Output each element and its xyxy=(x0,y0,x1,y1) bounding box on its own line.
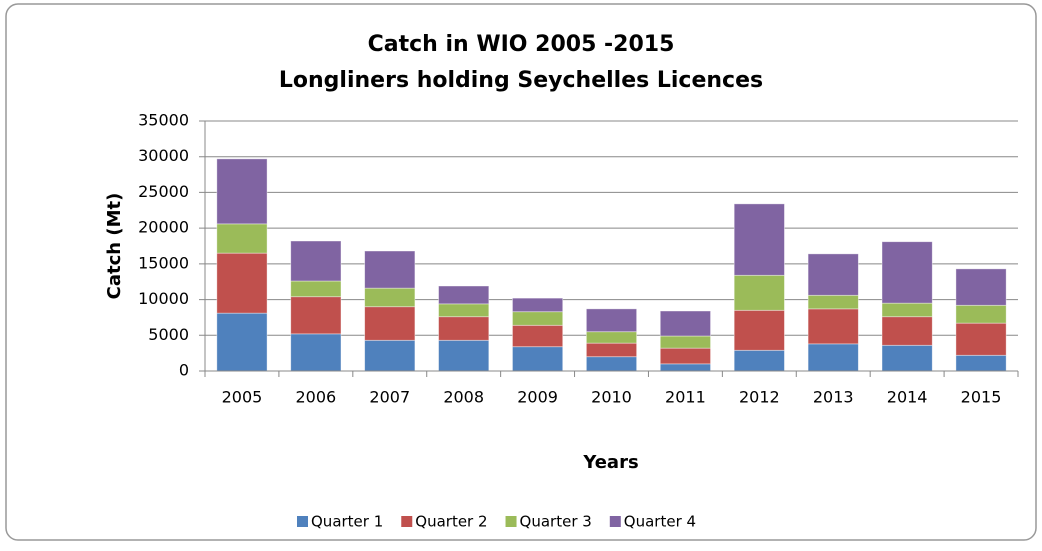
x-tick-label: 2011 xyxy=(665,388,706,407)
bar-segment xyxy=(881,302,933,318)
x-tick-label: 2006 xyxy=(296,388,337,407)
bar-segment xyxy=(807,308,859,345)
y-tick-label: 0 xyxy=(179,361,189,380)
x-tick-label: 2009 xyxy=(517,388,558,407)
y-tick-label: 15000 xyxy=(138,253,189,272)
x-tick-label: 2014 xyxy=(887,388,928,407)
x-tick-label: 2010 xyxy=(591,388,632,407)
bar-segment xyxy=(733,274,785,311)
bar-segment xyxy=(512,346,564,372)
bar-segment xyxy=(659,310,711,337)
bar-segment xyxy=(585,331,638,344)
y-tick-label: 5000 xyxy=(148,325,189,344)
bar-segment xyxy=(955,268,1007,306)
bar-segment xyxy=(733,349,785,372)
bar-segment xyxy=(216,158,268,225)
bar-segment xyxy=(216,312,268,372)
y-tick-label: 35000 xyxy=(138,111,189,130)
bar-segment xyxy=(438,339,490,372)
bar-segment xyxy=(881,344,933,372)
legend-swatch xyxy=(297,516,308,527)
bar-segment xyxy=(290,296,342,335)
bar-segment xyxy=(512,297,564,313)
bar-segment xyxy=(659,363,711,372)
legend-label: Quarter 1 xyxy=(311,513,383,531)
bar-segment xyxy=(364,287,416,308)
y-tick-label: 10000 xyxy=(138,289,189,308)
x-tick-label: 2008 xyxy=(443,388,484,407)
y-tick-label: 25000 xyxy=(138,182,189,201)
chart-subtitle: Longliners holding Seychelles Licences xyxy=(279,68,763,93)
chart-title: Catch in WIO 2005 -2015 xyxy=(368,32,675,57)
bar-segment xyxy=(364,306,416,341)
bar-segment xyxy=(881,316,933,346)
legend-swatch xyxy=(401,516,413,527)
bar-segment xyxy=(585,356,638,372)
bar-segment xyxy=(955,304,1007,324)
x-tick-label: 2012 xyxy=(739,388,780,407)
bar-segment xyxy=(955,354,1007,372)
bar-segment xyxy=(807,253,859,296)
legend-label: Quarter 3 xyxy=(520,513,592,531)
legend-label: Quarter 4 xyxy=(624,513,696,531)
bar-segment xyxy=(659,335,711,349)
bar-segment xyxy=(290,280,342,298)
legend-swatch xyxy=(609,516,621,527)
bar-segment xyxy=(807,343,859,372)
bar-segment xyxy=(290,240,342,282)
bar-segment xyxy=(216,252,268,314)
bar-segment xyxy=(364,250,416,289)
bar-segment xyxy=(438,285,490,305)
bar-segment xyxy=(585,342,638,358)
chart-frame xyxy=(5,3,1037,541)
bar-segment xyxy=(512,311,564,326)
bar-segment xyxy=(290,333,342,372)
bar-segment xyxy=(216,223,268,254)
bar-segment xyxy=(881,241,933,304)
x-tick-label: 2015 xyxy=(961,388,1002,407)
bar-segment xyxy=(585,308,638,333)
y-tick-label: 20000 xyxy=(138,218,189,237)
bar-segment xyxy=(733,203,785,276)
legend-swatch xyxy=(505,516,517,527)
x-tick-label: 2005 xyxy=(222,388,263,407)
x-axis-label: Years xyxy=(582,452,638,473)
bar-segment xyxy=(512,324,564,348)
bar-segment xyxy=(659,347,711,365)
bar-segment xyxy=(733,309,785,351)
legend-label: Quarter 2 xyxy=(415,513,487,531)
x-tick-label: 2007 xyxy=(369,388,410,407)
bar-segment xyxy=(364,339,416,372)
bar-segment xyxy=(438,316,490,341)
x-tick-label: 2013 xyxy=(813,388,854,407)
bar-segment xyxy=(955,322,1007,356)
bar-segment xyxy=(807,294,859,310)
bar-segment xyxy=(438,303,490,318)
y-axis-label: Catch (Mt) xyxy=(104,193,125,300)
y-tick-label: 30000 xyxy=(138,146,189,165)
